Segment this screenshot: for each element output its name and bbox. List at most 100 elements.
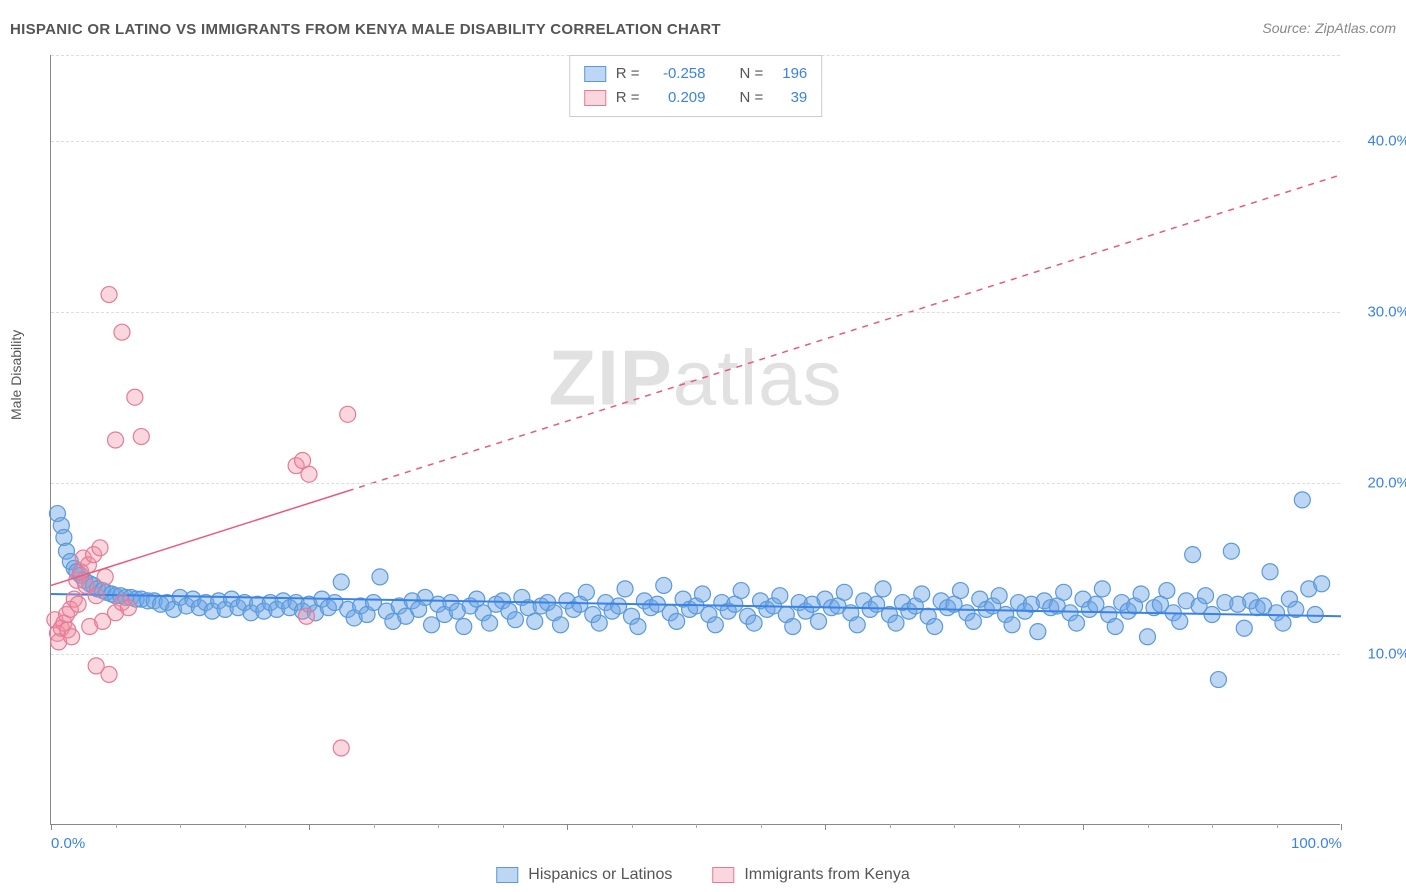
scatter-point — [630, 619, 646, 635]
xtick-minor — [954, 824, 955, 828]
xtick-minor — [503, 824, 504, 828]
scatter-point — [133, 429, 149, 445]
legend-r-label: R = — [616, 86, 640, 110]
scatter-point — [965, 613, 981, 629]
scatter-point — [1210, 672, 1226, 688]
scatter-point — [1004, 617, 1020, 633]
scatter-point — [1314, 576, 1330, 592]
scatter-point — [301, 466, 317, 482]
scatter-point — [1094, 581, 1110, 597]
ytick-label: 10.0% — [1367, 645, 1406, 662]
legend-n-value: 39 — [773, 86, 807, 110]
xtick-minor — [374, 824, 375, 828]
legend-stats: R =-0.258N =196R =0.209N =39 — [569, 55, 823, 117]
legend-series-item: Immigrants from Kenya — [712, 866, 909, 884]
scatter-point — [553, 617, 569, 633]
scatter-point — [1088, 596, 1104, 612]
scatter-point — [1275, 615, 1291, 631]
legend-n-value: 196 — [773, 62, 807, 86]
scatter-point — [617, 581, 633, 597]
scatter-point — [64, 629, 80, 645]
xtick-label: 100.0% — [1291, 835, 1342, 852]
scatter-point — [1159, 583, 1175, 599]
scatter-point — [811, 613, 827, 629]
scatter-point — [875, 581, 891, 597]
source-value: ZipAtlas.com — [1315, 20, 1396, 36]
source-label: Source: — [1262, 20, 1310, 36]
scatter-point — [424, 617, 440, 633]
scatter-point — [836, 584, 852, 600]
xtick-minor — [696, 824, 697, 828]
legend-stats-row: R = -0.258 N = 196 — [584, 62, 808, 86]
scatter-point — [785, 619, 801, 635]
scatter-point — [914, 586, 930, 602]
scatter-point — [1069, 615, 1085, 631]
xtick-minor — [890, 824, 891, 828]
legend-series-label: Immigrants from Kenya — [744, 866, 909, 884]
legend-swatch — [584, 90, 606, 106]
scatter-point — [991, 588, 1007, 604]
scatter-point — [127, 389, 143, 405]
gridline — [51, 312, 1340, 313]
scatter-point — [120, 600, 136, 616]
scatter-point — [1198, 588, 1214, 604]
scatter-point — [456, 619, 472, 635]
scatter-point — [108, 432, 124, 448]
legend-n-label: N = — [740, 62, 764, 86]
plot-area: ZIPatlas R =-0.258N =196R =0.209N =39 10… — [50, 55, 1340, 825]
legend-r-value: -0.258 — [650, 62, 706, 86]
legend-swatch — [496, 867, 518, 883]
chart-svg — [51, 55, 1340, 824]
gridline — [51, 654, 1340, 655]
legend-series: Hispanics or Latinos Immigrants from Keny… — [496, 866, 909, 884]
xtick-minor — [245, 824, 246, 828]
xtick — [309, 824, 310, 830]
scatter-point — [333, 574, 349, 590]
ytick-label: 20.0% — [1367, 474, 1406, 491]
xtick — [567, 824, 568, 830]
xtick-minor — [1148, 824, 1149, 828]
scatter-point — [1056, 584, 1072, 600]
chart-title: HISPANIC OR LATINO VS IMMIGRANTS FROM KE… — [10, 21, 721, 38]
scatter-point — [1223, 543, 1239, 559]
scatter-point — [372, 569, 388, 585]
xtick-minor — [632, 824, 633, 828]
xtick-minor — [761, 824, 762, 828]
scatter-point — [70, 596, 86, 612]
scatter-point — [656, 577, 672, 593]
scatter-point — [88, 588, 104, 604]
scatter-point — [114, 324, 130, 340]
scatter-point — [1307, 607, 1323, 623]
xtick-minor — [438, 824, 439, 828]
xtick — [1341, 824, 1342, 830]
scatter-point — [97, 569, 113, 585]
scatter-point — [482, 615, 498, 631]
scatter-point — [1236, 620, 1252, 636]
scatter-point — [578, 584, 594, 600]
scatter-point — [1185, 547, 1201, 563]
scatter-point — [772, 588, 788, 604]
scatter-point — [707, 617, 723, 633]
xtick — [1083, 824, 1084, 830]
source: Source: ZipAtlas.com — [1262, 20, 1396, 38]
xtick-minor — [116, 824, 117, 828]
scatter-point — [849, 617, 865, 633]
scatter-point — [888, 615, 904, 631]
scatter-point — [952, 583, 968, 599]
scatter-point — [869, 596, 885, 612]
legend-r-label: R = — [616, 62, 640, 86]
scatter-point — [1107, 619, 1123, 635]
scatter-point — [1030, 624, 1046, 640]
ytick-label: 40.0% — [1367, 132, 1406, 149]
scatter-point — [1133, 586, 1149, 602]
xtick-minor — [180, 824, 181, 828]
legend-stats-row: R =0.209N =39 — [584, 86, 808, 110]
legend-n-label: N = — [740, 86, 764, 110]
scatter-point — [1262, 564, 1278, 580]
legend-series-item: Hispanics or Latinos — [496, 866, 672, 884]
scatter-point — [1140, 629, 1156, 645]
scatter-point — [92, 540, 108, 556]
legend-swatch — [712, 867, 734, 883]
scatter-point — [527, 613, 543, 629]
scatter-point — [340, 406, 356, 422]
